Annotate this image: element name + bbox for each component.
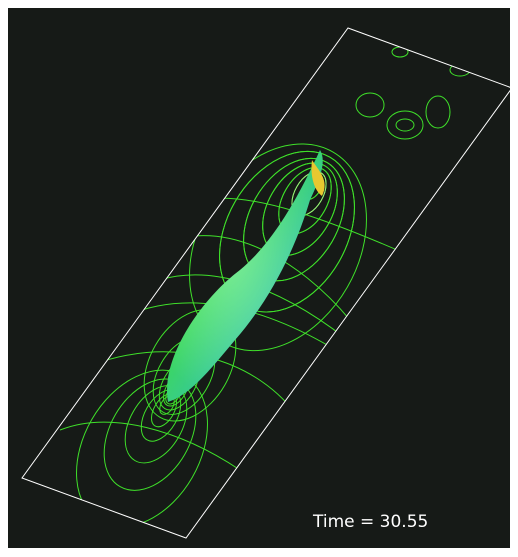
- page: Time = 30.55 (() => { const data = JSON.…: [0, 0, 518, 557]
- time-label: Time = 30.55: [312, 512, 428, 532]
- visualization: Time = 30.55: [0, 0, 518, 557]
